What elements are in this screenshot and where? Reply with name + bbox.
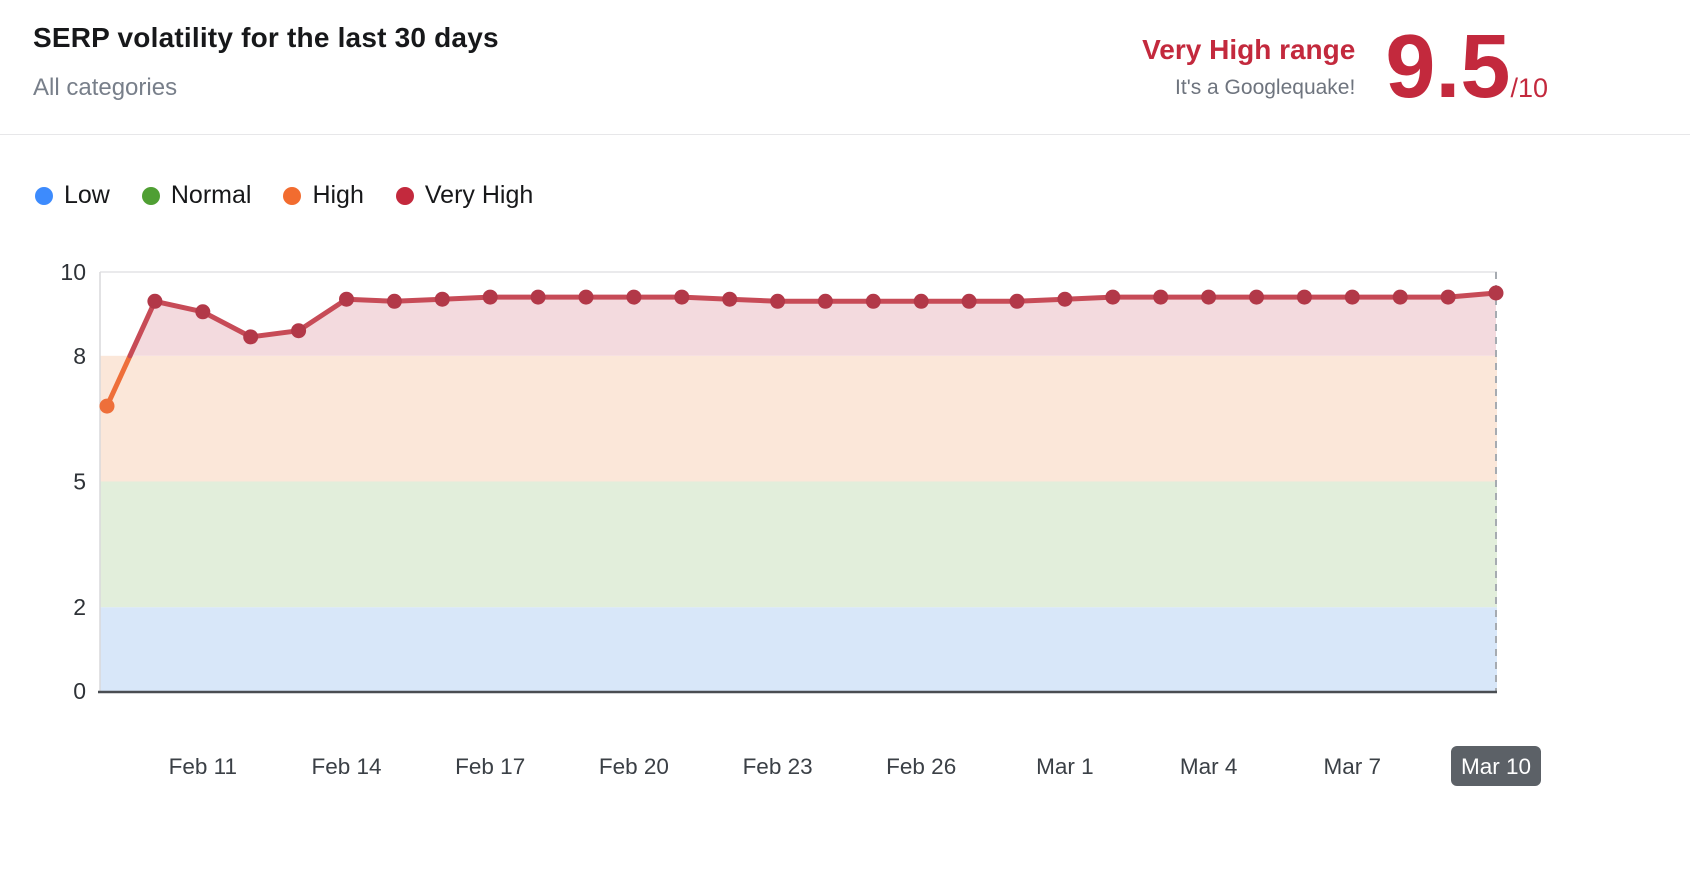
chart-point[interactable] — [243, 329, 259, 345]
x-tick-label: Mar 7 — [1324, 754, 1382, 779]
volatility-line-high-segment — [104, 353, 133, 409]
y-tick-label: 8 — [73, 343, 86, 369]
chart-point[interactable] — [1201, 289, 1217, 305]
chart-point[interactable] — [770, 293, 786, 309]
legend-label: High — [312, 181, 364, 209]
chart-point[interactable] — [913, 293, 929, 309]
x-tick-label: Mar 1 — [1036, 754, 1094, 779]
y-tick-label: 10 — [60, 259, 86, 285]
chart-point[interactable] — [1392, 289, 1408, 305]
chart-point[interactable] — [1105, 289, 1121, 305]
legend-dot-low — [35, 186, 53, 205]
band-normal — [100, 481, 1497, 608]
header-divider — [0, 134, 1690, 135]
x-tick-label: Feb 23 — [743, 754, 813, 779]
chart-point[interactable] — [291, 323, 307, 339]
x-tick-label-current: Mar 10 — [1461, 754, 1531, 779]
x-tick-label: Feb 11 — [169, 754, 237, 779]
chart-point[interactable] — [1009, 293, 1025, 309]
x-tick-label: Feb 17 — [455, 754, 525, 779]
chart-point[interactable] — [865, 293, 881, 309]
score-value: 9.5 — [1385, 17, 1511, 117]
volatility-chart[interactable]: 0 2 5 8 10 Feb 11 Feb 14 Feb 17 Feb 20 Feb 23 Feb … — [0, 230, 1690, 880]
chart-point[interactable] — [1344, 289, 1360, 305]
chart-point[interactable] — [386, 293, 402, 309]
chart-point[interactable] — [434, 291, 450, 307]
category-filter-label: All categories — [33, 74, 178, 101]
legend-label: Low — [64, 181, 110, 209]
chart-point[interactable] — [961, 293, 977, 309]
volatility-score: 9.5 /10 — [1385, 17, 1548, 117]
chart-legend: Low Normal High Very High — [35, 181, 533, 210]
y-tick-label: 5 — [73, 469, 86, 495]
y-tick-label: 0 — [73, 678, 86, 704]
band-low — [100, 607, 1497, 691]
x-tick-label: Feb 20 — [599, 754, 669, 779]
chart-point[interactable] — [1488, 285, 1504, 301]
chart-point[interactable] — [817, 293, 833, 309]
chart-point[interactable] — [1153, 289, 1169, 305]
legend-dot-very-high — [395, 186, 414, 205]
score-denominator: /10 — [1510, 72, 1548, 103]
range-text-block: Very High range It's a Googlequake! — [1142, 26, 1355, 100]
volatility-summary: Very High range It's a Googlequake! 9.5 … — [1142, 17, 1548, 117]
chart-point[interactable] — [1440, 289, 1456, 305]
x-tick-label: Feb 26 — [886, 754, 956, 779]
chart-point[interactable] — [99, 398, 115, 414]
volatility-line — [127, 290, 1499, 359]
page-title: SERP volatility for the last 30 days — [33, 22, 499, 53]
legend-item-very-high: Very High — [395, 181, 534, 210]
x-tick-label: Feb 14 — [311, 754, 381, 779]
legend-dot-high — [283, 186, 302, 205]
x-tick-highlight — [1451, 746, 1541, 786]
chart-point[interactable] — [674, 289, 690, 305]
range-subtext: It's a Googlequake! — [1175, 76, 1356, 99]
range-label: Very High range — [1142, 34, 1356, 65]
chart-point[interactable] — [722, 291, 738, 307]
legend-item-normal: Normal — [141, 181, 252, 210]
legend-item-low: Low — [35, 181, 110, 210]
chart-point[interactable] — [626, 289, 642, 305]
legend-label: Very High — [424, 181, 534, 209]
chart-point[interactable] — [530, 289, 546, 305]
band-high — [100, 355, 1497, 482]
band-very-high — [130, 293, 1496, 356]
chart-point[interactable] — [1296, 289, 1312, 305]
chart-point[interactable] — [195, 304, 211, 320]
chart-point[interactable] — [147, 293, 163, 309]
chart-point[interactable] — [1057, 291, 1073, 307]
x-tick-label: Mar 4 — [1180, 754, 1238, 779]
chart-point[interactable] — [482, 289, 498, 305]
legend-item-high: High — [283, 181, 364, 210]
chart-point[interactable] — [578, 289, 594, 305]
y-tick-label: 2 — [73, 594, 86, 620]
chart-point[interactable] — [339, 291, 354, 307]
legend-dot-normal — [141, 186, 160, 205]
chart-point[interactable] — [1249, 289, 1264, 305]
legend-label: Normal — [170, 181, 252, 209]
